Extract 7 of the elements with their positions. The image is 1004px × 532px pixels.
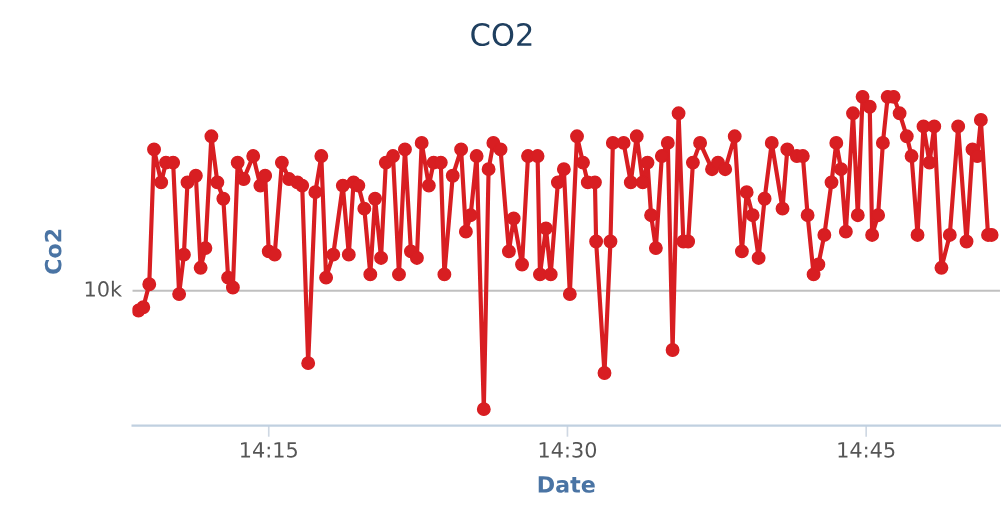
y-axis-title: Co2 <box>44 229 62 274</box>
chart-title: CO2 <box>471 22 532 47</box>
ref-line-label: 10k <box>85 280 123 297</box>
x-tick-label: 14:15 <box>241 442 297 458</box>
x-tick-label: 14:30 <box>539 441 597 458</box>
x-axis-title: Date <box>538 476 595 493</box>
x-tick-label: 14:45 <box>838 442 895 458</box>
